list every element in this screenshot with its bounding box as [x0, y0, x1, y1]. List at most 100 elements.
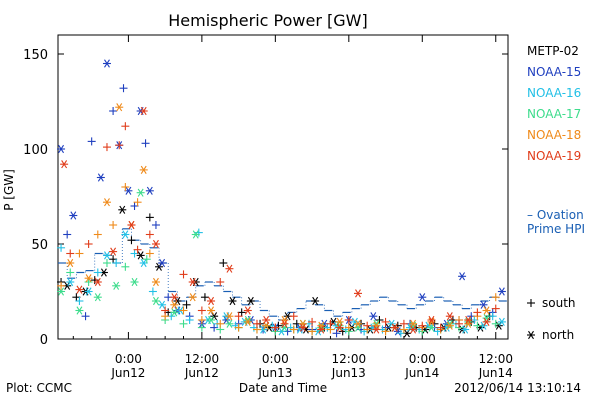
satellite-scatter-points	[57, 59, 506, 338]
noaa-17-north-point	[317, 323, 326, 332]
noaa-18-south-point	[197, 316, 206, 324]
noaa-17-north-point	[335, 321, 344, 330]
noaa-19-north-point	[317, 325, 326, 334]
noaa-17-north-point	[207, 315, 216, 325]
noaa-18-north-point	[354, 319, 362, 328]
noaa-17-south-point	[84, 278, 93, 286]
noaa-17-north-point	[75, 306, 84, 315]
legend-entry-noaa-18: NOAA-18	[527, 128, 581, 142]
noaa-19-north-point	[127, 220, 136, 230]
noaa-17-north-point	[130, 277, 139, 287]
noaa-18-north-point	[139, 165, 148, 175]
noaa-19-south-point	[216, 278, 225, 286]
x-axis-label: Date and Time	[239, 381, 327, 395]
metp-02-north-point	[228, 296, 237, 306]
noaa-19-north-point	[445, 312, 454, 321]
noaa-15-north-point	[418, 293, 427, 302]
metp-02-north-point	[136, 251, 145, 260]
noaa-15-north-point	[369, 312, 378, 321]
noaa-19-south-point	[455, 319, 464, 328]
noaa-18-south-point	[75, 249, 84, 258]
ovation-hpi-series	[58, 228, 507, 321]
noaa-19-north-point	[109, 247, 118, 256]
noaa-18-north-point	[482, 306, 491, 315]
noaa-19-south-point	[66, 249, 75, 258]
noaa-19-south-point	[436, 323, 445, 332]
noaa-19-north-point	[372, 325, 381, 334]
noaa-17-north-point	[280, 323, 289, 332]
footer-plot-source: Plot: CCMC	[6, 381, 72, 395]
noaa-19-south-point	[84, 240, 93, 248]
noaa-19-north-point	[170, 293, 179, 302]
noaa-19-south-point	[381, 317, 390, 326]
noaa-18-north-point	[115, 103, 124, 112]
noaa-17-north-point	[464, 317, 473, 327]
legend-marker-label: south	[542, 296, 576, 310]
noaa-17-south-point	[142, 255, 151, 264]
noaa-19-south-point	[179, 270, 188, 279]
noaa-16-south-point	[75, 297, 84, 305]
noaa-19-south-point	[234, 312, 243, 321]
noaa-17-south-point	[102, 259, 111, 267]
noaa-15-north-point	[102, 59, 111, 68]
noaa-19-north-point	[262, 315, 271, 325]
legend-marker-south	[527, 299, 535, 307]
noaa-19-south-point	[363, 321, 372, 330]
noaa-15-north-point	[479, 300, 488, 309]
legend-ovation-label: Prime HPI	[527, 222, 585, 236]
noaa-16-south-point	[488, 312, 497, 321]
noaa-19-north-point	[243, 306, 252, 315]
noaa-17-north-point	[191, 230, 200, 239]
noaa-17-north-point	[445, 319, 454, 328]
x-tick-time-label: 0:00	[409, 352, 436, 366]
noaa-19-south-point	[473, 308, 482, 317]
noaa-19-south-point	[399, 319, 408, 328]
metp-02-north-point	[118, 205, 127, 214]
noaa-19-south-point	[289, 312, 298, 321]
noaa-19-north-point	[335, 323, 344, 332]
noaa-18-south-point	[93, 230, 102, 239]
noaa-18-north-point	[66, 258, 75, 268]
noaa-18-south-point	[133, 198, 142, 207]
metp-02-south-point	[145, 213, 154, 222]
noaa-18-south-point	[145, 249, 154, 258]
noaa-19-north-point	[225, 264, 234, 273]
noaa-18-south-point	[234, 323, 243, 332]
noaa-17-north-point	[112, 281, 121, 290]
noaa-18-north-point	[84, 274, 93, 283]
noaa-19-south-point	[252, 319, 261, 328]
noaa-19-north-point	[151, 239, 160, 249]
noaa-16-south-point	[112, 259, 121, 267]
noaa-16-north-point	[461, 325, 470, 334]
noaa-17-north-point	[243, 315, 252, 325]
legend-entry-metp-02: METP-02	[527, 44, 579, 58]
noaa-16-south-point	[194, 228, 203, 237]
noaa-17-north-point	[151, 296, 160, 306]
metp-02-south-point	[127, 236, 136, 245]
noaa-18-north-point	[188, 293, 197, 302]
legend-entry-noaa-16: NOAA-16	[527, 86, 581, 100]
noaa-17-north-point	[170, 308, 179, 317]
noaa-15-south-point	[151, 221, 160, 229]
chart-title: Hemispheric Power [GW]	[168, 11, 367, 30]
noaa-19-north-point	[464, 315, 473, 325]
metp-02-south-point	[200, 293, 209, 302]
metp-02-south-point	[219, 259, 228, 267]
noaa-16-north-point	[497, 317, 506, 327]
x-tick-time-label: 0:00	[115, 352, 142, 366]
y-tick-label: 0	[40, 333, 48, 348]
metp-02-south-point	[182, 300, 191, 309]
noaa-19-north-point	[60, 160, 69, 169]
noaa-17-north-point	[354, 323, 362, 332]
noaa-15-south-point	[87, 137, 96, 146]
noaa-18-south-point	[216, 319, 225, 328]
noaa-18-south-point	[289, 325, 298, 334]
noaa-19-north-point	[354, 289, 362, 298]
noaa-16-south-point	[185, 316, 194, 324]
noaa-17-north-point	[93, 293, 102, 302]
y-axis-ticks: 0 50 100 150	[23, 48, 508, 348]
noaa-16-north-point	[84, 287, 93, 296]
metp-02-north-point	[311, 296, 320, 306]
noaa-18-south-point	[57, 281, 66, 290]
